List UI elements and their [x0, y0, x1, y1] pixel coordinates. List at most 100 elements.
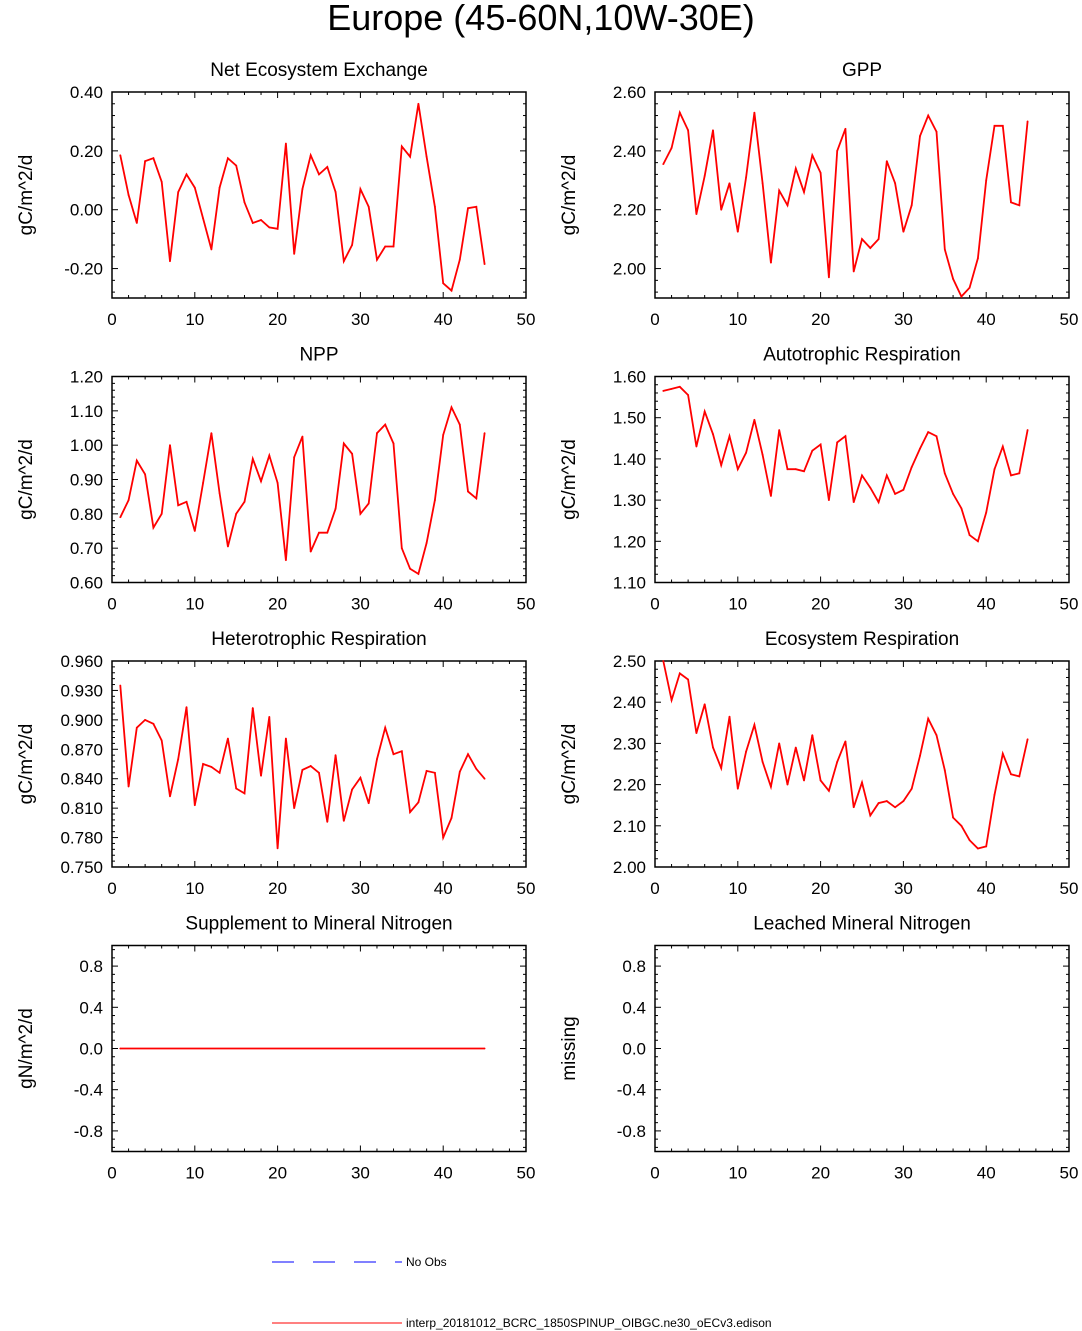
chart-ecosystem-respiration-ytick-label: 2.00 [613, 858, 646, 877]
chart-net-ecosystem-exchange-xtick-label: 20 [268, 310, 287, 329]
chart-npp-point [260, 480, 262, 483]
chart-npp-point [169, 444, 171, 447]
chart-ecosystem-respiration-point [736, 787, 739, 790]
chart-gpp-point [968, 286, 971, 289]
chart-npp-point [392, 442, 395, 445]
chart-ecosystem-respiration-point [803, 779, 805, 782]
chart-npp-point [409, 567, 411, 570]
chart-ecosystem-respiration-point [836, 761, 839, 763]
chart-supplement-to-mineral-nitrogen-ytick-label: 0.4 [79, 998, 103, 1017]
chart-npp-point [442, 433, 445, 436]
chart-heterotrophic-respiration-point [309, 765, 312, 767]
chart-gpp-xtick-label: 40 [977, 310, 996, 329]
chart-gpp-point [935, 130, 938, 133]
chart-net-ecosystem-exchange-point [334, 191, 337, 193]
chart-autotrophic-respiration-point [770, 495, 772, 497]
chart-ecosystem-respiration-point [827, 789, 830, 792]
chart-heterotrophic-respiration-ytick-label: 0.960 [60, 652, 103, 671]
chart-autotrophic-respiration-xtick-label: 30 [894, 595, 913, 614]
chart-npp-point [144, 473, 147, 476]
chart-heterotrophic-respiration-point [351, 788, 354, 791]
chart-npp-point [475, 497, 478, 500]
chart-gpp-point [678, 111, 681, 114]
chart-autotrophic-respiration-point [935, 435, 938, 438]
chart-gpp-point [745, 176, 747, 179]
chart-gpp-point [1018, 204, 1021, 207]
chart-autotrophic-respiration-xtick-label: 40 [977, 595, 996, 614]
chart-npp-ytick-label: 1.20 [70, 368, 103, 387]
chart-npp-xtick-label: 0 [107, 595, 116, 614]
chart-heterotrophic-respiration-point [425, 769, 428, 772]
chart-net-ecosystem-exchange-point [318, 173, 320, 176]
chart-npp-point [458, 423, 461, 426]
chart-net-ecosystem-exchange-point [326, 166, 329, 168]
chart-autotrophic-respiration-point [761, 453, 764, 456]
chart-ecosystem-respiration-ylabel: gC/m^2/d [559, 724, 580, 805]
chart-net-ecosystem-exchange-xtick-label: 30 [351, 310, 370, 329]
chart-autotrophic-respiration-point [927, 431, 930, 434]
chart-npp-point [384, 423, 387, 426]
chart-net-ecosystem-exchange-ylabel: gC/m^2/d [16, 155, 37, 236]
chart-autotrophic-respiration-xtick-label: 20 [811, 595, 830, 614]
chart-ecosystem-respiration-point [869, 814, 872, 817]
chart-npp-point [367, 502, 370, 505]
chart-gpp-point [736, 230, 739, 233]
chart-ecosystem-respiration-title: Ecosystem Respiration [765, 629, 959, 650]
chart-net-ecosystem-exchange-point [152, 157, 155, 160]
chart-gpp-point [985, 179, 988, 182]
chart-heterotrophic-respiration-point [193, 804, 196, 807]
chart-net-ecosystem-exchange-point [475, 205, 478, 208]
chart-autotrophic-respiration-point [728, 435, 731, 438]
chart-net-ecosystem-exchange-point [210, 248, 213, 251]
chart-net-ecosystem-exchange-point [351, 244, 354, 246]
chart-heterotrophic-respiration-point [450, 817, 453, 819]
chart-ecosystem-respiration-point [943, 769, 946, 772]
chart-gpp-point [703, 174, 706, 177]
chart-autotrophic-respiration-point [894, 493, 897, 495]
chart-heterotrophic-respiration-point [218, 771, 221, 774]
chart-leached-mineral-nitrogen-ytick-label: 0.8 [622, 957, 646, 976]
chart-gpp-ytick-label: 2.40 [613, 142, 646, 161]
chart-net-ecosystem-exchange-point [293, 252, 296, 255]
chart-npp-point [135, 459, 138, 462]
chart-gpp-ytick-label: 2.20 [613, 201, 646, 220]
chart-heterotrophic-respiration-point [251, 707, 254, 709]
chart-ecosystem-respiration-point [770, 785, 772, 788]
chart-gpp-title: GPP [842, 60, 882, 81]
chart-ecosystem-respiration-point [703, 703, 706, 706]
chart-heterotrophic-respiration-point [260, 774, 262, 777]
chart-heterotrophic-respiration-point [334, 754, 337, 757]
chart-autotrophic-respiration-ytick-label: 1.60 [613, 368, 646, 387]
chart-net-ecosystem-exchange-point [268, 226, 271, 229]
chart-ecosystem-respiration-point [1018, 775, 1021, 778]
chart-ecosystem-respiration-point [728, 715, 731, 718]
chart-ecosystem-respiration-point [902, 800, 905, 802]
chart-gpp-frame [654, 91, 1070, 299]
chart-ecosystem-respiration-point [977, 847, 979, 850]
chart-net-ecosystem-exchange-point [284, 142, 287, 145]
chart-gpp-point [1026, 120, 1029, 123]
chart-ecosystem-respiration-point [745, 750, 747, 753]
chart-heterotrophic-respiration-point [434, 771, 436, 774]
chart-gpp-point [1001, 124, 1004, 127]
chart-ecosystem-respiration-point [877, 802, 880, 805]
chart-heterotrophic-respiration-point [169, 795, 171, 798]
chart-autotrophic-respiration-point [1026, 429, 1029, 431]
chart-net-ecosystem-exchange-point [144, 160, 147, 163]
chart-autotrophic-respiration-point [902, 488, 905, 491]
chart-ecosystem-respiration-xtick-label: 40 [977, 879, 996, 898]
chart-autotrophic-respiration-point [736, 468, 739, 471]
chart-net-ecosystem-exchange-point [367, 205, 370, 208]
chart-heterotrophic-respiration-point [177, 758, 180, 760]
chart-npp-ytick-label: 0.90 [70, 471, 103, 490]
chart-supplement-to-mineral-nitrogen-ytick-label: 0.0 [79, 1040, 103, 1059]
chart-supplement-to-mineral-nitrogen-title: Supplement to Mineral Nitrogen [185, 914, 452, 935]
chart-ecosystem-respiration-point [952, 816, 954, 819]
chart-gpp-point [943, 248, 946, 251]
chart-net-ecosystem-exchange-point [392, 245, 395, 248]
chart-ecosystem-respiration-point [778, 742, 781, 745]
chart-autotrophic-respiration-point [720, 464, 723, 466]
chart-net-ecosystem-exchange-point [185, 173, 188, 176]
chart-gpp-point [844, 127, 847, 130]
chart-leached-mineral-nitrogen-ytick-label: 0.4 [622, 998, 646, 1017]
